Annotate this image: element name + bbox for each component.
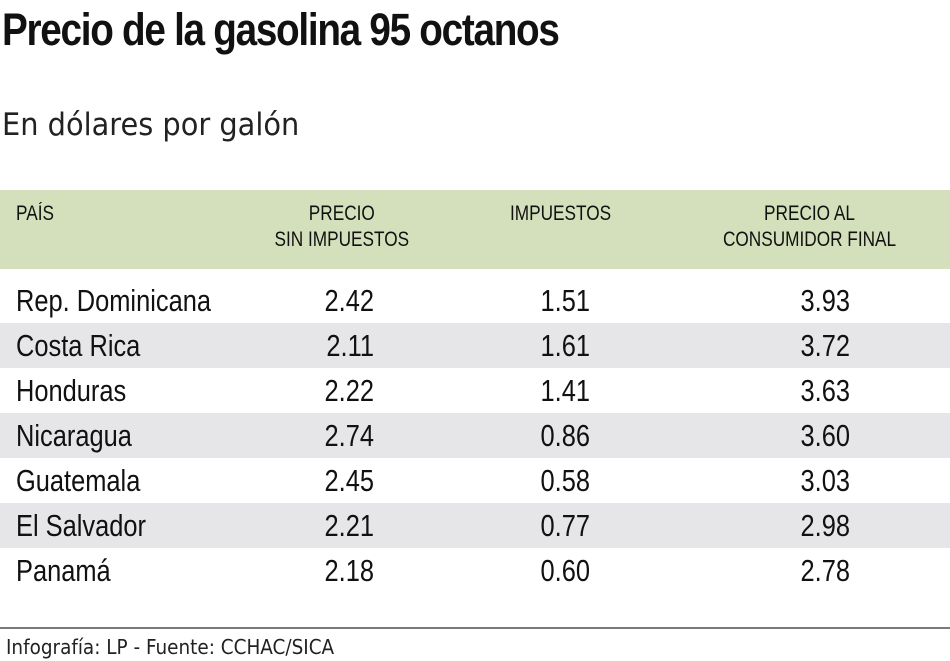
final-price-cell: 3.03 (800, 463, 850, 498)
final-price-cell: 2.98 (800, 508, 850, 543)
country-cell: El Salvador (16, 508, 146, 543)
final-price-cell: 3.63 (800, 373, 850, 408)
table-row: Honduras 2.22 1.41 3.63 (0, 368, 950, 413)
taxes-cell: 0.77 (540, 508, 590, 543)
source-credit: Infografía: LP - Fuente: CCHAC/SICA (6, 635, 335, 659)
country-cell: Panamá (16, 553, 111, 588)
price-without-taxes-cell: 2.42 (324, 283, 374, 318)
price-without-taxes-cell: 2.74 (324, 418, 374, 453)
header-price-without-taxes: PRECIO SIN IMPUESTOS (274, 202, 410, 251)
country-cell: Guatemala (16, 463, 141, 498)
header-taxes: IMPUESTOS (510, 202, 612, 225)
taxes-cell: 1.41 (540, 373, 590, 408)
table-header: PAÍS PRECIO SIN IMPUESTOS IMPUESTOS PREC… (0, 190, 950, 269)
price-without-taxes-cell: 2.22 (324, 373, 374, 408)
taxes-cell: 0.58 (540, 463, 590, 498)
final-price-cell: 3.72 (800, 328, 850, 363)
header-country: PAÍS (16, 202, 54, 225)
table-row: Guatemala 2.45 0.58 3.03 (0, 458, 950, 503)
table-row: Panamá 2.18 0.60 2.78 (0, 548, 950, 593)
final-price-cell: 3.93 (800, 283, 850, 318)
price-without-taxes-cell: 2.18 (324, 553, 374, 588)
header-final-consumer-price: PRECIO AL CONSUMIDOR FINAL (722, 202, 897, 251)
table-row: Nicaragua 2.74 0.86 3.60 (0, 413, 950, 458)
final-price-cell: 3.60 (800, 418, 850, 453)
table-body: Rep. Dominicana 2.42 1.51 3.93 Costa Ric… (0, 269, 950, 593)
country-cell: Nicaragua (16, 418, 132, 453)
page-title: Precio de la gasolina 95 octanos (2, 4, 560, 55)
taxes-cell: 1.61 (540, 328, 590, 363)
country-cell: Costa Rica (16, 328, 141, 363)
price-without-taxes-cell: 2.11 (326, 328, 374, 363)
taxes-cell: 0.60 (540, 553, 590, 588)
taxes-cell: 0.86 (540, 418, 590, 453)
price-without-taxes-cell: 2.45 (324, 463, 374, 498)
page-subtitle: En dólares por galón (2, 107, 300, 143)
price-without-taxes-cell: 2.21 (324, 508, 374, 543)
country-cell: Honduras (16, 373, 127, 408)
table-row: El Salvador 2.21 0.77 2.98 (0, 503, 950, 548)
country-cell: Rep. Dominicana (16, 283, 211, 318)
final-price-cell: 2.78 (800, 553, 850, 588)
taxes-cell: 1.51 (540, 283, 590, 318)
table-row: Costa Rica 2.11 1.61 3.72 (0, 323, 950, 368)
footer-divider (0, 627, 950, 629)
price-table: PAÍS PRECIO SIN IMPUESTOS IMPUESTOS PREC… (0, 190, 950, 593)
table-row: Rep. Dominicana 2.42 1.51 3.93 (0, 278, 950, 323)
